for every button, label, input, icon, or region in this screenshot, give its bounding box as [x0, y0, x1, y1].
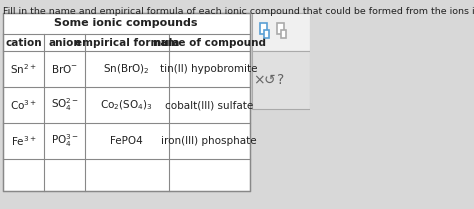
Text: Some ionic compounds: Some ionic compounds: [55, 19, 198, 28]
Text: tin(II) hypobromite: tin(II) hypobromite: [160, 64, 258, 74]
Bar: [277, 23, 284, 34]
Bar: [3, 13, 250, 191]
Text: ×: ×: [253, 73, 264, 87]
Text: iron(III) phosphate: iron(III) phosphate: [161, 136, 257, 146]
Text: SO$_4^{2-}$: SO$_4^{2-}$: [51, 97, 79, 113]
Text: empirical formula: empirical formula: [74, 37, 179, 47]
Text: Co$_2$(SO$_4$)$_3$: Co$_2$(SO$_4$)$_3$: [100, 98, 153, 112]
Text: Fe$^{3+}$: Fe$^{3+}$: [10, 134, 36, 148]
Text: Co$^{3+}$: Co$^{3+}$: [10, 98, 37, 112]
Text: ↺: ↺: [264, 73, 275, 87]
Text: name of compound: name of compound: [153, 37, 266, 47]
Bar: [260, 23, 267, 34]
Bar: [281, 30, 286, 38]
Bar: [252, 51, 310, 109]
Text: Fill in the name and empirical formula of each ionic compound that could be form: Fill in the name and empirical formula o…: [3, 7, 474, 16]
Text: Sn$^{2+}$: Sn$^{2+}$: [10, 62, 37, 76]
Bar: [252, 13, 310, 51]
Text: PO$_4^{3-}$: PO$_4^{3-}$: [51, 133, 79, 149]
Text: Sn(BrO)$_2$: Sn(BrO)$_2$: [103, 62, 150, 76]
Text: cation: cation: [5, 37, 42, 47]
Bar: [264, 30, 269, 38]
Text: anion: anion: [48, 37, 81, 47]
Text: cobalt(III) sulfate: cobalt(III) sulfate: [165, 100, 253, 110]
Text: ?: ?: [277, 73, 285, 87]
Text: FePO4: FePO4: [110, 136, 143, 146]
Text: BrO$^{-}$: BrO$^{-}$: [51, 63, 78, 75]
